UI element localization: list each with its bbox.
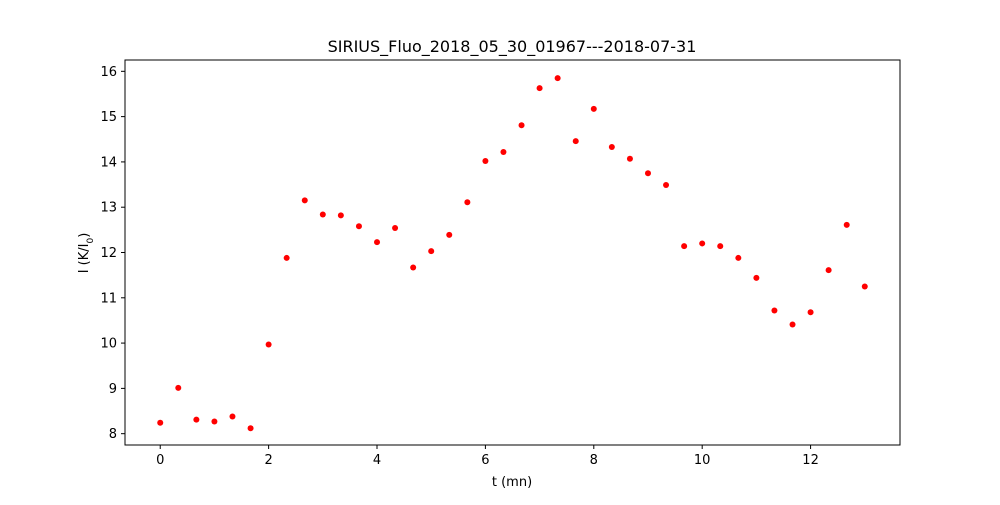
data-point [789, 321, 796, 328]
data-point [175, 384, 182, 391]
data-point [392, 225, 399, 232]
plot-area [157, 75, 868, 432]
x-tick-label: 2 [264, 453, 272, 468]
y-tick-label: 10 [100, 337, 117, 352]
x-tick-label: 4 [373, 453, 381, 468]
data-point [753, 274, 760, 281]
y-tick-label: 16 [100, 65, 117, 80]
data-point [608, 143, 615, 150]
data-point [644, 170, 651, 177]
data-point [681, 243, 688, 250]
y-tick-label: 9 [109, 382, 117, 397]
data-point [229, 413, 236, 420]
data-point [301, 197, 308, 204]
y-tick-label: 15 [100, 110, 117, 125]
x-tick-label: 10 [694, 453, 711, 468]
x-axis: 0 2 4 6 8 10 12 [156, 445, 819, 468]
y-axis-label: I (K/I0) [77, 233, 96, 274]
data-point [157, 419, 164, 426]
x-tick-label: 12 [802, 453, 819, 468]
data-point [211, 418, 218, 425]
x-axis-label: t (mn) [492, 475, 532, 490]
x-tick-label: 0 [156, 453, 164, 468]
data-point [807, 309, 814, 316]
y-tick-label: 14 [100, 155, 117, 170]
x-tick-label: 6 [481, 453, 489, 468]
y-tick-label: 13 [100, 201, 117, 216]
data-point [464, 199, 471, 206]
y-tick-label: 8 [109, 427, 117, 442]
y-axis-label-close: ) [77, 233, 92, 238]
data-point [193, 416, 200, 423]
axes-frame [124, 59, 901, 446]
data-point [500, 148, 507, 155]
data-point [735, 254, 742, 261]
data-point [590, 105, 597, 112]
y-axis: 8 9 10 11 12 13 14 15 16 [100, 65, 125, 442]
chart-title: SIRIUS_Fluo_2018_05_30_01967---2018-07-3… [328, 37, 697, 57]
x-tick-label: 8 [590, 453, 598, 468]
data-point [319, 211, 326, 218]
data-point [265, 341, 272, 348]
y-tick-label: 11 [100, 291, 117, 306]
data-point [283, 254, 290, 261]
data-point [536, 85, 543, 92]
data-point [518, 122, 525, 129]
data-point [554, 75, 561, 82]
data-point [247, 425, 254, 432]
data-point [337, 212, 344, 219]
data-point [410, 264, 417, 271]
data-point [663, 182, 670, 189]
y-axis-label-subscript: 0 [86, 238, 96, 244]
y-tick-label: 12 [100, 246, 117, 261]
data-point [355, 223, 362, 230]
data-point [843, 221, 850, 228]
data-point [482, 158, 489, 165]
data-point [717, 243, 724, 250]
data-point [825, 267, 832, 274]
data-point [861, 283, 868, 290]
data-point [626, 155, 633, 162]
data-point [699, 240, 706, 247]
data-point [572, 138, 579, 145]
data-point [428, 248, 435, 255]
y-axis-label-main: I (K/I [77, 244, 92, 274]
data-point [771, 307, 778, 314]
data-point [446, 231, 453, 238]
data-point [374, 239, 381, 246]
